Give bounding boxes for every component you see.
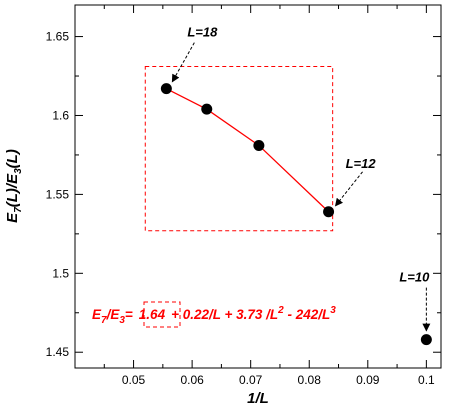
x-tick-label: 0.07 (239, 373, 263, 387)
annotation-arrow (334, 171, 363, 207)
formula-highlight-box (143, 301, 181, 328)
x-tick-label: 0.08 (298, 373, 322, 387)
y-axis-title-sub-1: 7 (13, 207, 24, 213)
formula-sup-3: 3 (330, 305, 336, 316)
y-axis-title-part-2: (L)/E (4, 173, 21, 207)
formula-sub-7: 7 (101, 315, 107, 326)
fit-formula: E7/E3= 1.64 + 0.22/L + 3.73 /L2 - 242/L3 (92, 305, 336, 326)
y-tick-label: 1.5 (52, 266, 69, 280)
y-tick-label: 1.55 (46, 187, 70, 201)
y-axis-title-sub-2: 3 (13, 168, 24, 174)
data-point (201, 103, 213, 115)
x-tick-label: 0.05 (122, 373, 146, 387)
formula-sup-2: 2 (277, 305, 284, 316)
highlight-box (144, 66, 334, 232)
y-axis-title-part-3: (L) (4, 149, 21, 168)
formula-constant: 1.64 (139, 307, 166, 322)
data-point (420, 334, 432, 346)
y-tick-label: 1.65 (46, 30, 70, 44)
x-tick-label: 0.1 (418, 373, 435, 387)
y-tick-label: 1.45 (46, 345, 70, 359)
x-tick-label: 0.06 (180, 373, 204, 387)
formula-part-div: /E (106, 307, 121, 322)
annotation-label: L=12 (346, 156, 377, 171)
data-points (160, 83, 432, 346)
y-axis-title-part-1: E (4, 212, 21, 223)
data-point (253, 139, 265, 151)
x-axis-title: 1/L (247, 390, 269, 407)
data-point (160, 83, 172, 95)
plot-area-frame (74, 4, 442, 369)
annotations: L=18 L=12 L=10 (171, 25, 431, 332)
formula-part-terms: + 0.22/L + 3.73 /L (171, 307, 278, 322)
axis-ticks: 0.05 0.06 0.07 0.08 0.09 0.1 1.45 1.5 1.55 1.6 1.6… (46, 5, 441, 387)
annotation-arrow (171, 42, 195, 83)
formula-part-e: E (92, 307, 102, 322)
x-tick-label: 0.09 (356, 373, 380, 387)
fit-line (166, 88, 330, 213)
formula-sub-3: 3 (119, 315, 125, 326)
formula-part-last: - 242/L (284, 307, 331, 322)
annotation-label: L=18 (187, 25, 218, 40)
y-tick-label: 1.6 (52, 108, 69, 122)
y-axis-title: E7(L)/E3(L) (4, 149, 24, 223)
formula-part-eq: = (125, 307, 133, 322)
annotation-label: L=10 (399, 270, 430, 285)
data-point (323, 206, 335, 218)
